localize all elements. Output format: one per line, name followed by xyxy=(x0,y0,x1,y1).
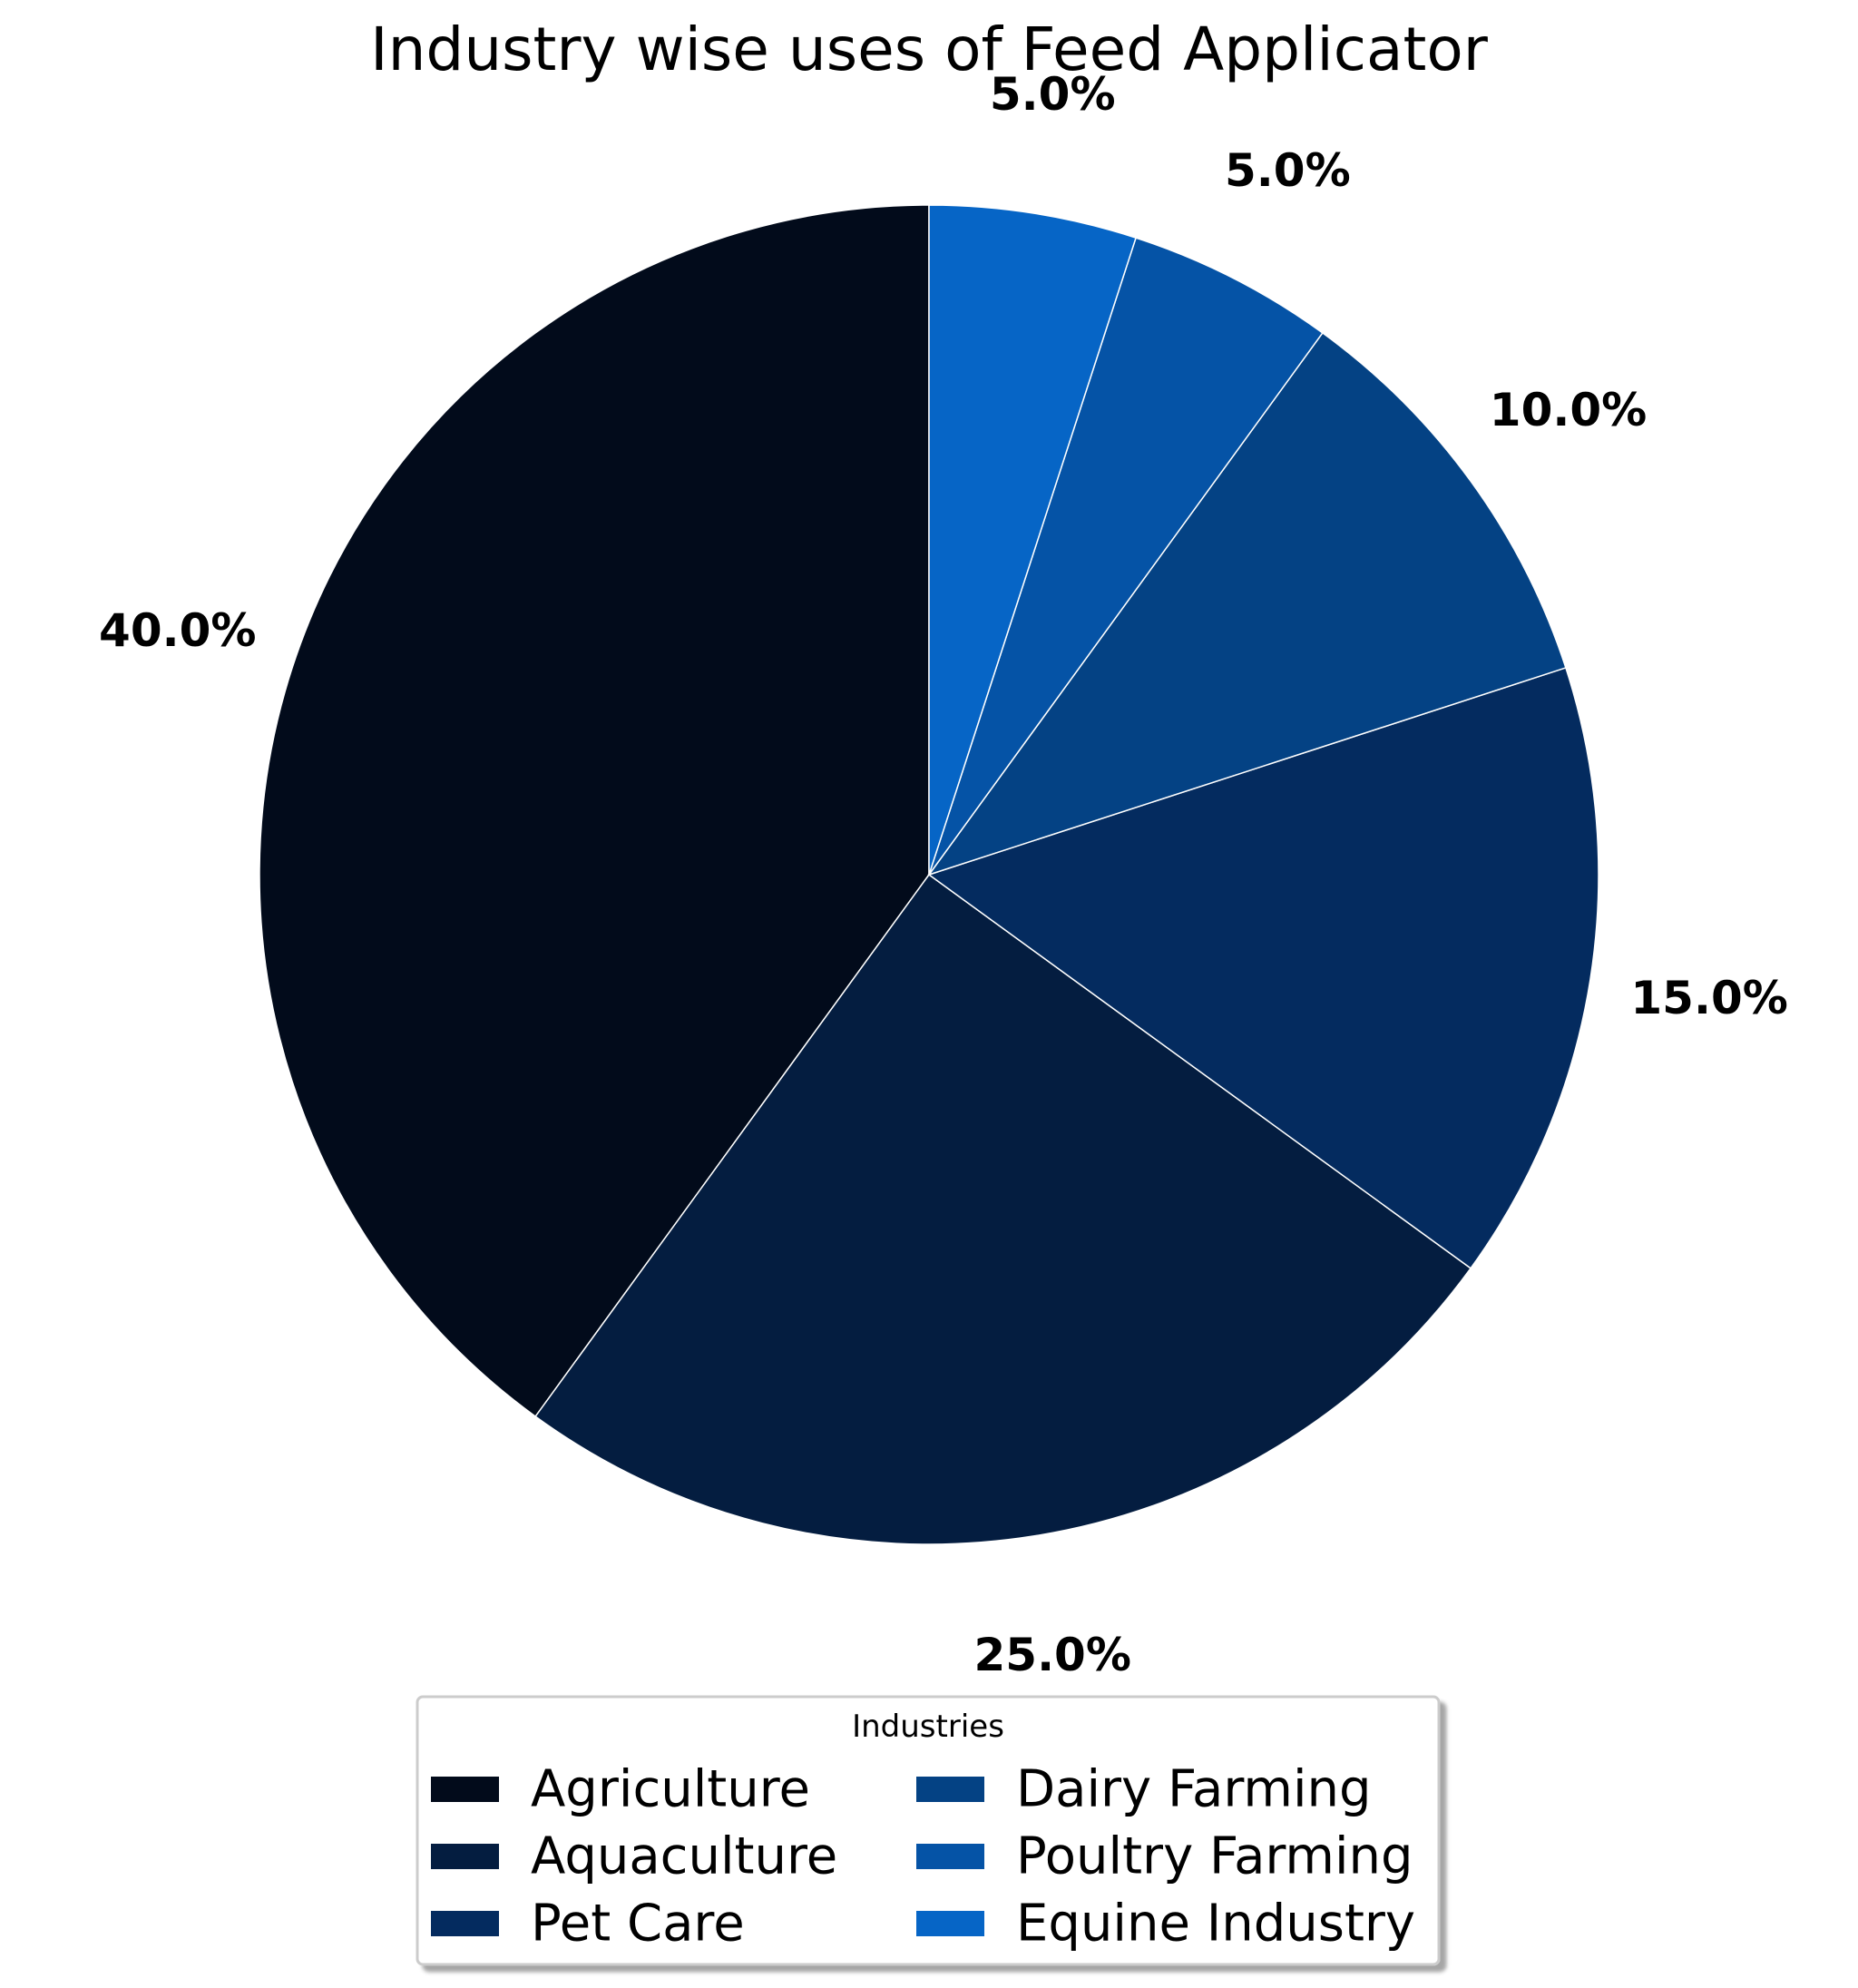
legend-swatch xyxy=(916,1911,984,1936)
legend-label: Pet Care xyxy=(531,1895,745,1954)
pie-slice-dairy-farming xyxy=(927,331,1567,876)
legend-swatch xyxy=(916,1844,984,1869)
legend-label: Equine Industry xyxy=(1016,1895,1415,1954)
legend-label: Agriculture xyxy=(531,1760,810,1819)
legend-label: Aquaculture xyxy=(531,1827,837,1886)
legend-item-poultry-farming: Poultry Farming xyxy=(916,1827,1413,1886)
slice-label-equine-industry: 5.0% xyxy=(990,68,1116,121)
slice-labels: 40.0% 25.0% 15.0% 10.0% 5.0% 5.0% xyxy=(99,68,1788,1681)
legend-label: Poultry Farming xyxy=(1016,1827,1413,1886)
legend-swatch xyxy=(431,1844,499,1869)
legend-title: Industries xyxy=(852,1709,1004,1745)
pie-slice-equine-industry xyxy=(928,204,1137,876)
pie-slices xyxy=(259,204,1599,1545)
legend-item-equine-industry: Equine Industry xyxy=(916,1895,1415,1954)
legend-swatch xyxy=(916,1777,984,1802)
pie-slice-poultry-farming xyxy=(928,237,1324,876)
legend-item-aquaculture: Aquaculture xyxy=(431,1827,837,1886)
pie-slice-aquaculture xyxy=(534,873,1472,1545)
legend-item-dairy-farming: Dairy Farming xyxy=(916,1760,1372,1819)
legend-item-agriculture: Agriculture xyxy=(431,1760,810,1819)
slice-label-dairy-farming: 10.0% xyxy=(1490,384,1647,436)
legend-item-pet-care: Pet Care xyxy=(431,1895,745,1954)
pie-slice-pet-care xyxy=(927,666,1599,1269)
legend-box xyxy=(416,1695,1441,1966)
legend-label: Dairy Farming xyxy=(1016,1760,1372,1819)
legend-items: Agriculture Aquaculture Pet Care Dairy Farm… xyxy=(431,1760,1415,1954)
legend: Industries Agriculture Aquaculture Pet Car… xyxy=(416,1695,1441,1966)
slice-label-aquaculture: 25.0% xyxy=(973,1629,1130,1681)
chart-title: Industry wise uses of Feed Applicator xyxy=(370,15,1489,84)
slice-label-pet-care: 15.0% xyxy=(1630,972,1787,1024)
pie-slice-agriculture xyxy=(259,204,930,1418)
slice-label-agriculture: 40.0% xyxy=(99,604,256,657)
legend-swatch xyxy=(431,1777,499,1802)
legend-swatch xyxy=(431,1911,499,1936)
slice-label-poultry-farming: 5.0% xyxy=(1225,144,1351,197)
